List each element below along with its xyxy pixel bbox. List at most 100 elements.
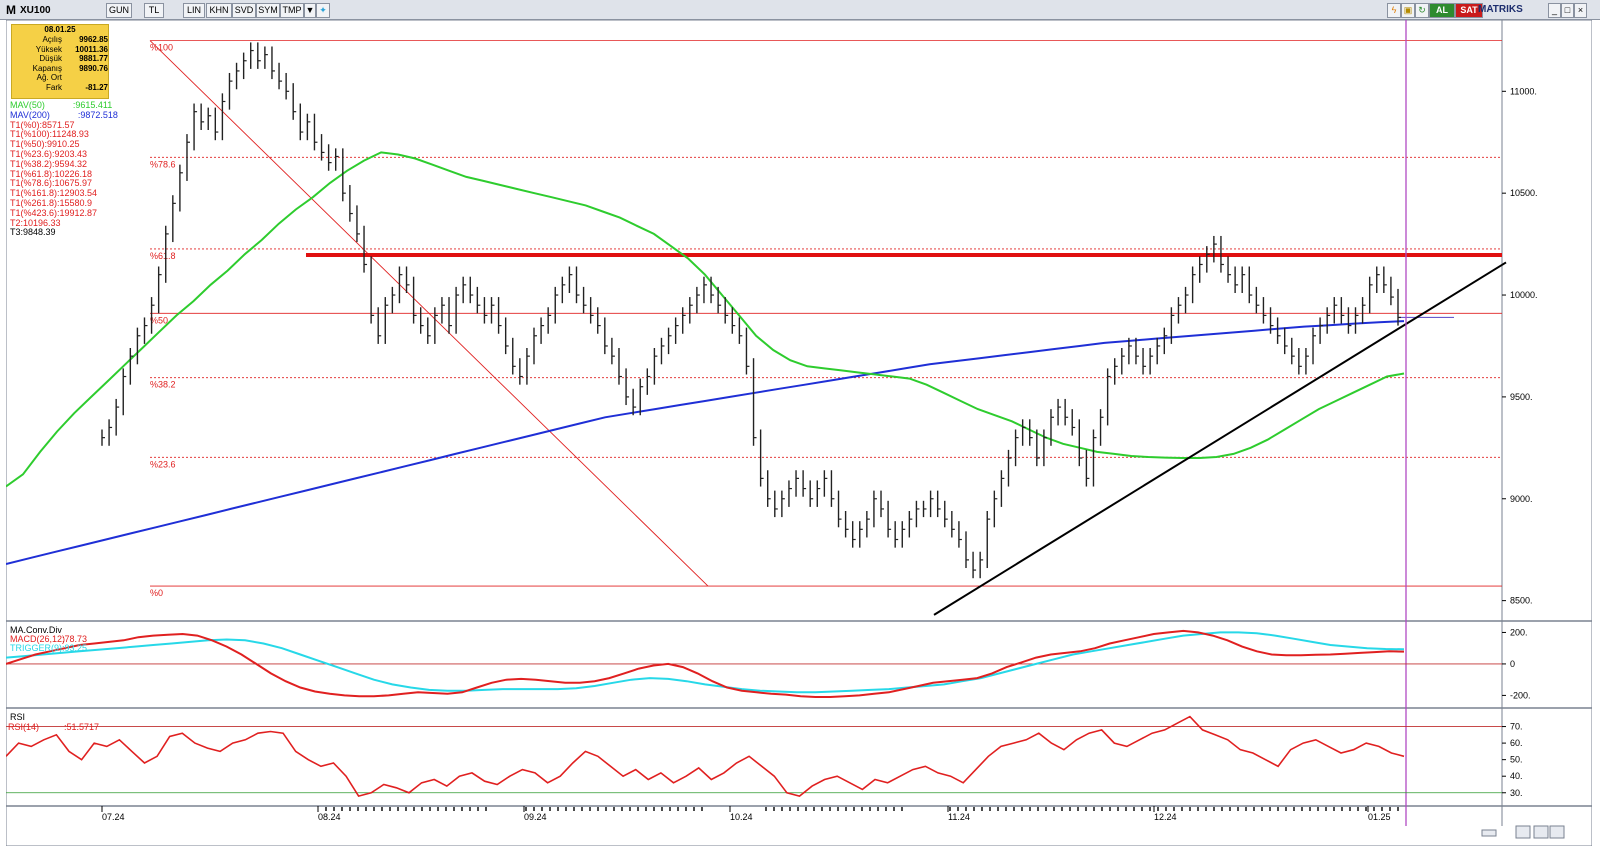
legend-item: T1(%23.6):9203.43: [10, 148, 118, 160]
info-row-low: Düşük 9881.77: [12, 54, 108, 64]
legend-text: T1(%423.6):19912.87: [10, 207, 98, 218]
info-label: Kapanış: [32, 63, 62, 73]
lock-icon[interactable]: ▣: [1401, 3, 1415, 18]
price-tick-label: 8500.: [1510, 596, 1533, 606]
toolbar-button-tmp[interactable]: TMP: [280, 3, 304, 18]
legend-item: T1(%78.6):10675.97: [10, 178, 118, 189]
legend-item: T1(%38.2):9594.32: [10, 158, 118, 170]
x-tick-label: 09.24: [524, 812, 547, 822]
chart-canvas[interactable]: 8500. 9000. 9500. 10000. 10500. 11000. 07.24 08…: [6, 20, 1592, 846]
legend-item: T1(%61.8):10226.18: [10, 168, 118, 180]
legend-text: T1(%78.6):10675.97: [10, 178, 93, 189]
fib-level-label: %38.2: [150, 380, 176, 390]
buy-button[interactable]: AL: [1429, 3, 1455, 18]
legend-value: :9872.518: [77, 109, 118, 120]
macd-line: [6, 629, 1405, 698]
info-value: 9890.76: [79, 63, 108, 73]
fib-level-label: %78.6: [150, 159, 176, 169]
toolbar: M XU100 GUN TL LIN KHN SVD SYM TMP ▼ ✦ ϟ…: [0, 0, 1600, 20]
rsi-tick-label: 70.: [1510, 722, 1523, 732]
info-row-close: Kapanış 9890.76: [12, 64, 108, 74]
info-label: Düşük: [39, 54, 62, 63]
legend-text: T1(%100):11248.93: [10, 129, 89, 140]
maximize-icon[interactable]: □: [1561, 3, 1574, 18]
legend-text: MAV(50): [10, 100, 45, 110]
legend-text: T1(%38.2):9594.32: [10, 158, 88, 169]
mav50-line: [6, 151, 1405, 488]
trigger-series-name: TRIGGER(9): [10, 643, 62, 653]
scroll-right-icon: [1549, 825, 1565, 839]
info-label: Yüksek: [35, 44, 62, 54]
x-tick-label: 12.24: [1154, 812, 1177, 822]
refresh-icon[interactable]: ↻: [1415, 3, 1429, 18]
legend-item: T1(%100):11248.93: [10, 129, 118, 140]
price-tick-label: 9500.: [1510, 392, 1533, 402]
toolbar-button-sym[interactable]: SYM: [256, 3, 280, 18]
minimize-icon[interactable]: _: [1548, 3, 1561, 18]
toolbar-button-khn[interactable]: KHN: [206, 3, 232, 18]
price-tick-label: 9000.: [1510, 494, 1533, 504]
info-value: -81.27: [85, 82, 108, 92]
toolbar-button-linear[interactable]: LIN: [183, 3, 205, 18]
legend-text: T2:10196.33: [10, 217, 61, 228]
legend-item: T2:10196.33: [10, 217, 118, 229]
zoom-icon: [1515, 825, 1531, 839]
scroll-left-icon: [1533, 825, 1549, 839]
legend-item: T1(%161.8):12903.54: [10, 188, 118, 199]
macd-tick-label: -200.: [1510, 690, 1531, 700]
rsi-line: [6, 715, 1405, 798]
chart-area[interactable]: 8500. 9000. 9500. 10000. 10500. 11000. 07.24 08…: [6, 20, 1592, 846]
price-tick-label: 10500.: [1510, 188, 1538, 198]
macd-title: MA.Conv.Div: [10, 625, 62, 635]
trigger-series-value: :93.25: [62, 643, 87, 653]
fib-level-label: %100: [150, 43, 173, 53]
app-logo: M: [6, 3, 16, 17]
info-label: Fark: [46, 82, 62, 92]
legend-text: T1(%23.6):9203.43: [10, 148, 88, 159]
trigger-line: [6, 631, 1405, 694]
toolbar-button-currency[interactable]: TL: [144, 3, 164, 18]
x-tick-label: 08.24: [318, 812, 341, 822]
macd-series-value: :78.73: [62, 634, 87, 644]
rsi-title: RSI: [10, 712, 25, 722]
fib-level-label: %50: [150, 315, 168, 325]
rsi-tick-label: 40.: [1510, 771, 1523, 781]
legend-text: MAV(200): [10, 109, 50, 120]
info-row-avg: Ağ. Ort: [12, 73, 108, 83]
flash-icon[interactable]: ϟ: [1387, 3, 1401, 18]
legend-text: T1(%61.8):10226.18: [10, 168, 93, 179]
twitter-icon[interactable]: ✦: [316, 3, 330, 18]
macd-tick-label: 200.: [1510, 627, 1528, 637]
sell-button[interactable]: SAT: [1455, 3, 1483, 18]
macd-series-name: MACD(26,12): [10, 634, 65, 644]
legend-item: T1(%261.8):15580.9: [10, 198, 118, 209]
rsi-series-value: :51.5717: [64, 722, 99, 732]
info-row-open: Açılış 9962.85: [12, 35, 108, 45]
info-value: 9881.77: [79, 54, 108, 63]
price-tick-label: 11000.: [1510, 86, 1537, 96]
rsi-series-name: RSI(14): [8, 722, 39, 732]
legend-item: T1(%423.6):19912.87: [10, 207, 118, 219]
info-row-change: Fark -81.27: [12, 83, 108, 93]
toolbar-button-period[interactable]: GUN: [106, 3, 132, 18]
dropdown-arrow-icon[interactable]: ▼: [304, 3, 316, 18]
fib-level-label: %23.6: [150, 459, 176, 469]
trend-line: [933, 261, 1507, 616]
info-label: Ağ. Ort: [36, 73, 62, 82]
symbol-label[interactable]: XU100: [20, 5, 51, 16]
x-tick-label: 10.24: [730, 812, 753, 822]
legend-item: MAV(200) :9872.518: [10, 109, 118, 121]
legend-item: T1(%0):8571.57: [10, 120, 118, 131]
close-icon[interactable]: ×: [1574, 3, 1587, 18]
price-tick-label: 10000.: [1510, 290, 1538, 300]
info-value: 10011.36: [75, 44, 108, 54]
info-row-high: Yüksek 10011.36: [12, 45, 108, 55]
legend-text: T1(%50):9910.25: [10, 139, 80, 150]
legend-text: T3:9848.39: [10, 227, 56, 238]
toolbar-button-svd[interactable]: SVD: [232, 3, 256, 18]
mav200-line: [6, 320, 1405, 565]
legend-item: T1(%50):9910.25: [10, 139, 118, 150]
info-value: [68, 73, 108, 83]
info-date: 08.01.25: [44, 25, 76, 34]
legend-text: T1(%161.8):12903.54: [10, 188, 98, 199]
